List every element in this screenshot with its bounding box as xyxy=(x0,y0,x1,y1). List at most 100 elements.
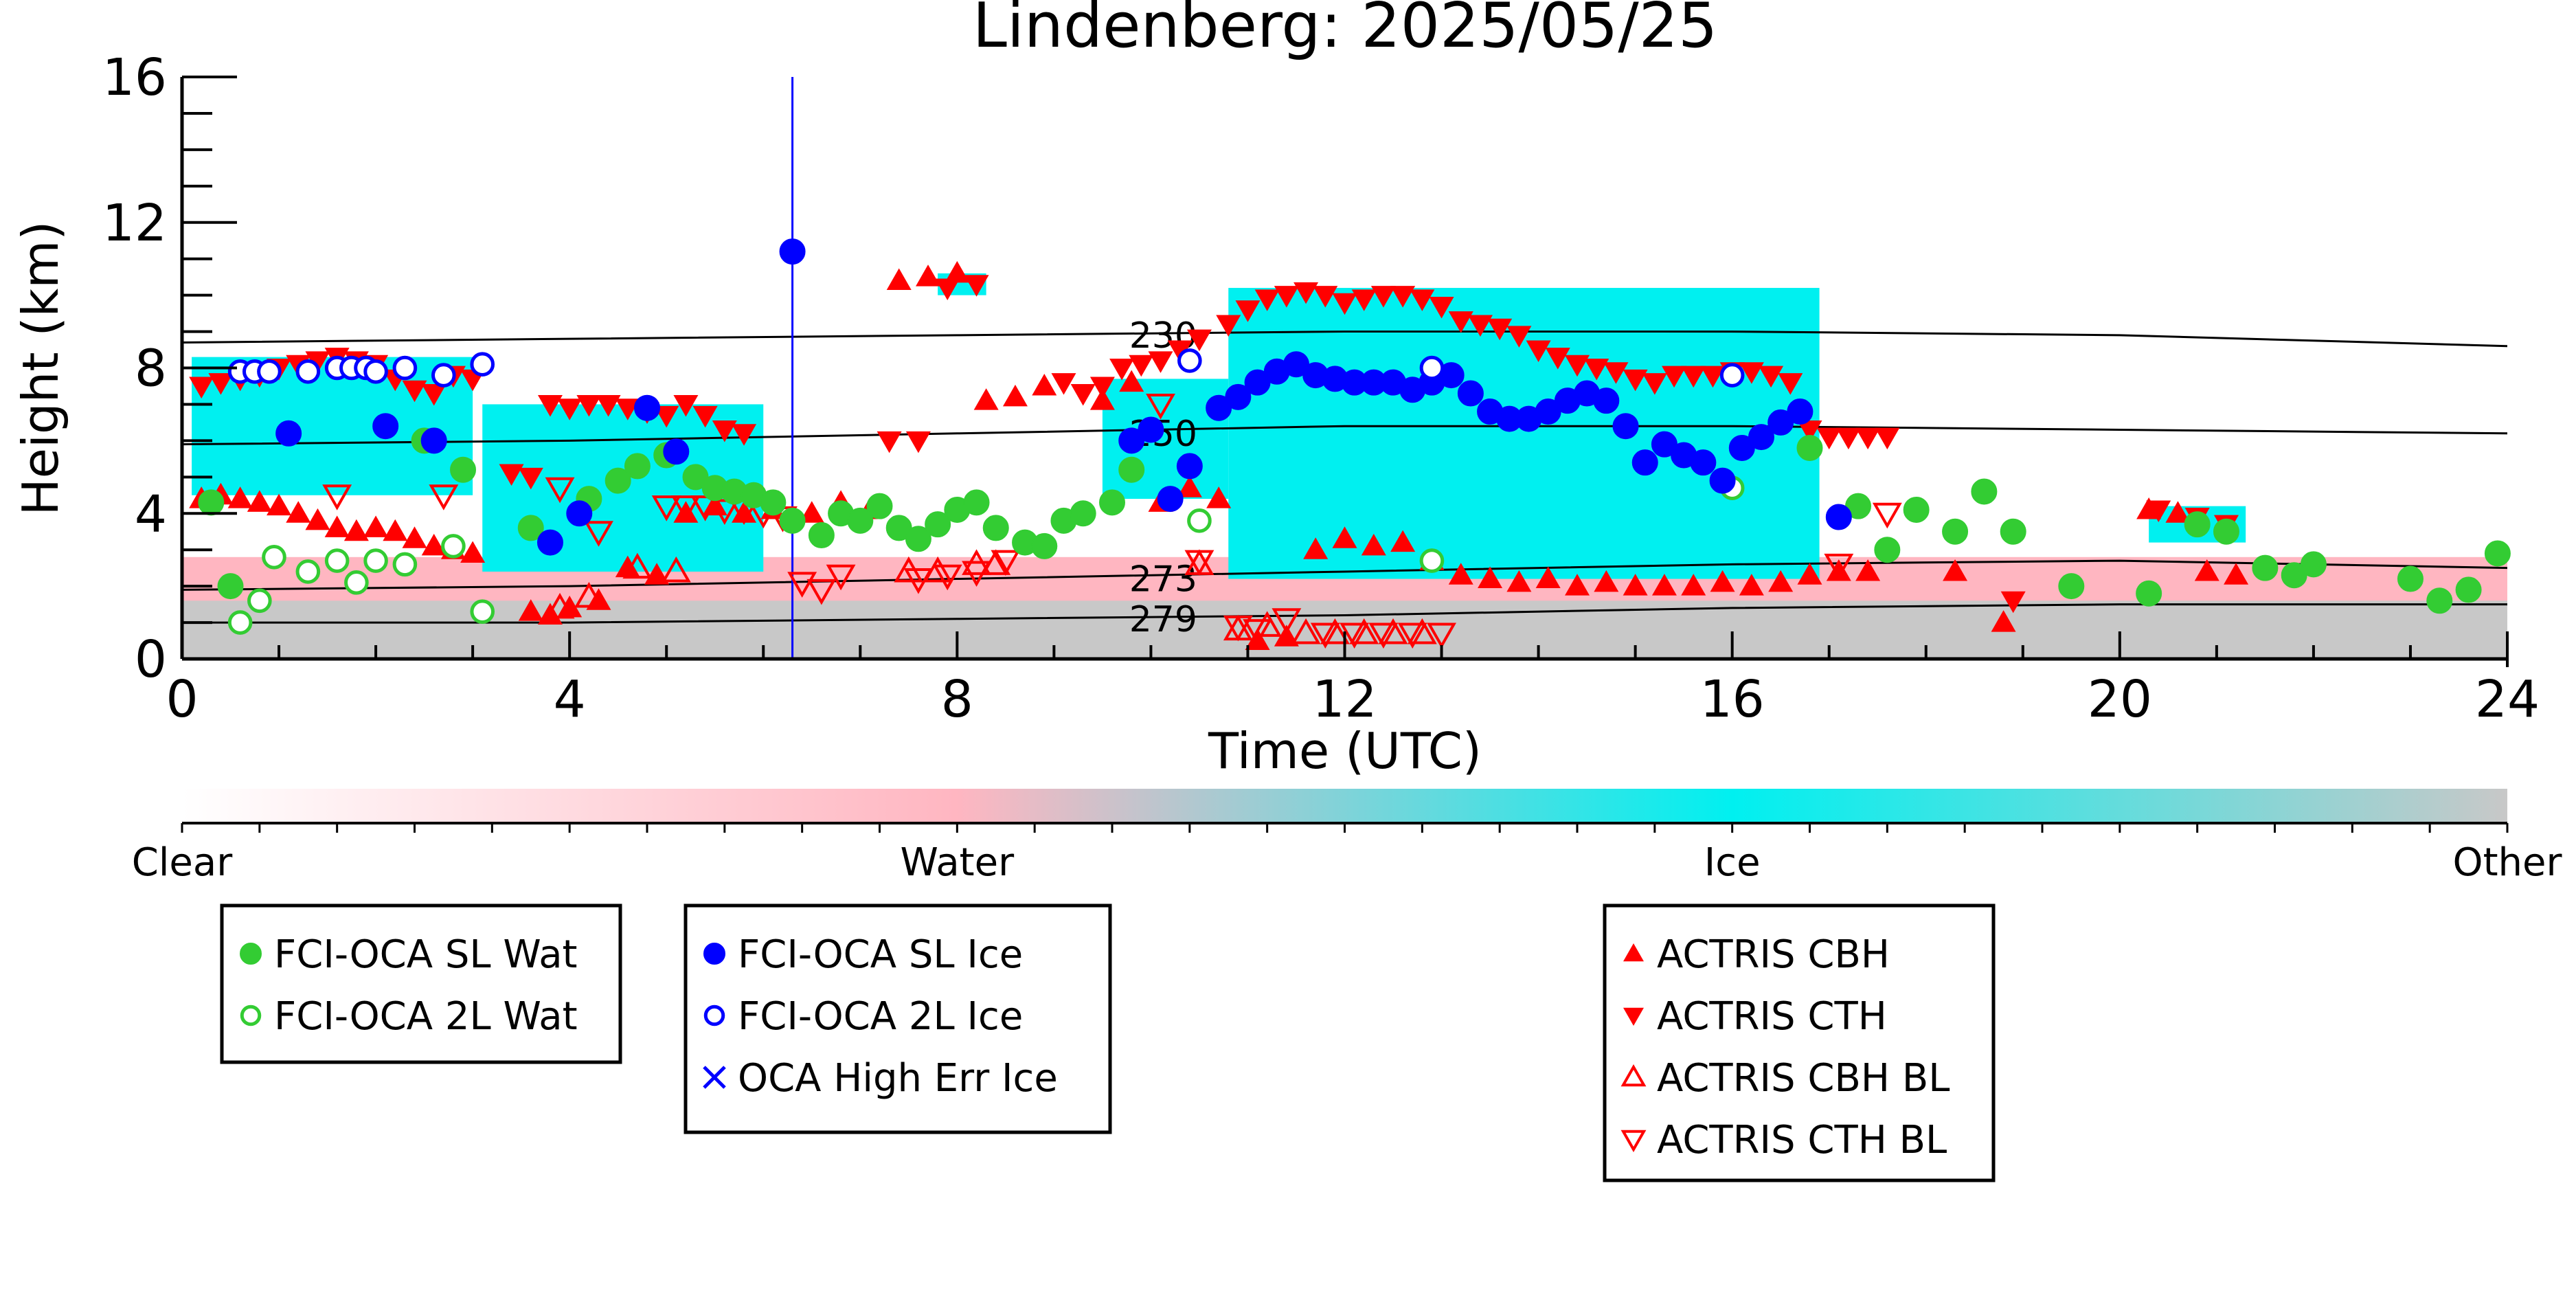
point-fci-oca-sl-ice xyxy=(1709,467,1736,494)
point-actris-cbh xyxy=(305,508,330,530)
point-actris-cth-bl xyxy=(651,495,681,521)
point-fci-oca-2l-ice xyxy=(257,359,282,384)
point-actris-cth xyxy=(557,398,583,420)
point-actris-cth xyxy=(615,398,640,420)
point-actris-cbh xyxy=(1448,563,1473,585)
point-fci-oca-sl-ice xyxy=(779,238,806,265)
point-fci-oca-2l-ice xyxy=(392,355,418,381)
y-tick-label: 12 xyxy=(102,194,167,253)
point-actris-cth xyxy=(877,431,902,453)
point-fci-oca-sl-wat xyxy=(866,493,893,519)
point-fci-oca-sl-wat xyxy=(1031,532,1058,559)
point-actris-cbh xyxy=(1478,566,1503,589)
point-fci-oca-sl-wat xyxy=(1874,537,1901,563)
point-actris-cbh xyxy=(1390,530,1416,552)
legend-label: ACTRIS CTH BL xyxy=(1657,1118,1947,1163)
y-tick-label: 16 xyxy=(102,48,167,107)
point-actris-cth xyxy=(189,377,214,398)
point-actris-cth xyxy=(2000,591,2026,614)
point-actris-cth xyxy=(1167,340,1193,363)
point-actris-cbh xyxy=(1565,574,1590,596)
point-actris-cth xyxy=(1623,369,1648,392)
point-actris-cth-bl xyxy=(1368,622,1399,649)
point-fci-oca-sl-wat xyxy=(2484,540,2511,567)
point-fci-oca-sl-wat xyxy=(2213,518,2239,545)
point-fci-oca-2l-wat xyxy=(324,548,350,573)
point-fci-oca-sl-ice xyxy=(634,394,660,421)
point-actris-cth xyxy=(1467,315,1493,337)
point-actris-cbh-bl xyxy=(622,552,653,579)
point-actris-cth-bl xyxy=(690,495,721,521)
point-fci-oca-sl-wat xyxy=(198,489,225,516)
point-actris-cbh xyxy=(644,563,670,585)
point-fci-oca-sl-ice xyxy=(1593,388,1620,414)
point-fci-oca-2l-ice xyxy=(1177,348,1202,373)
point-actris-cbh xyxy=(1245,628,1270,651)
legend-label: FCI-OCA SL Wat xyxy=(274,932,578,977)
legend-label: FCI-OCA SL Ice xyxy=(738,932,1023,977)
point-fci-oca-sl-wat xyxy=(1942,518,1969,545)
point-actris-cth xyxy=(1274,286,1299,308)
point-actris-cth xyxy=(1370,286,1396,308)
point-actris-cbh xyxy=(673,501,699,523)
point-fci-oca-sl-ice xyxy=(1748,424,1774,451)
point-actris-cth-bl xyxy=(545,477,575,504)
point-fci-oca-sl-wat xyxy=(2058,573,2085,600)
x-axis-label: Time (UTC) xyxy=(1208,722,1482,780)
point-actris-cth xyxy=(1526,340,1551,363)
point-actris-cth-bl xyxy=(903,568,934,594)
point-actris-cbh xyxy=(1119,370,1144,392)
point-actris-cbh xyxy=(286,501,311,523)
legend-marker xyxy=(1623,943,1644,962)
legend-label: OCA High Err Ice xyxy=(738,1056,1058,1101)
isotherm-230 xyxy=(182,330,2507,348)
point-actris-cbh xyxy=(1651,574,1677,596)
isotherm-279 xyxy=(182,603,2507,624)
point-actris-cbh xyxy=(2194,559,2219,581)
point-actris-cbh xyxy=(363,515,389,537)
legend-marker xyxy=(1623,1007,1644,1026)
point-fci-oca-2l-ice xyxy=(431,363,456,388)
point-actris-cbh xyxy=(1623,574,1648,596)
point-actris-cth xyxy=(518,467,543,490)
point-actris-cth-bl xyxy=(1184,550,1214,576)
point-actris-cth xyxy=(692,405,718,428)
point-actris-cth xyxy=(712,420,737,442)
colorbar: Clear Water Ice Other xyxy=(132,789,2562,885)
x-tick-label: 4 xyxy=(554,670,586,729)
point-actris-cth xyxy=(1186,329,1212,352)
point-fci-oca-sl-wat xyxy=(2397,565,2424,592)
point-actris-cth xyxy=(935,278,960,301)
point-actris-cth xyxy=(537,394,563,417)
point-actris-cbh xyxy=(1089,388,1115,410)
point-actris-cbh xyxy=(615,555,640,578)
point-actris-cth xyxy=(1148,351,1173,373)
point-fci-oca-2l-ice xyxy=(295,359,321,384)
point-fci-oca-sl-wat xyxy=(1796,434,1823,461)
isotherm-273 xyxy=(182,559,2507,591)
y-tick-label: 4 xyxy=(135,484,167,543)
point-actris-cth xyxy=(673,394,699,417)
point-actris-cth xyxy=(2146,500,2171,522)
point-actris-cth xyxy=(1700,366,1726,388)
point-actris-cbh-bl xyxy=(1291,618,1321,644)
point-actris-cth-bl xyxy=(806,579,837,605)
point-actris-cth xyxy=(1109,359,1135,381)
point-actris-cth-bl xyxy=(670,495,701,521)
point-actris-cbh xyxy=(557,595,583,618)
axes: 0 4 8 12 16 0 4 8 12 16 20 24 xyxy=(102,48,2540,729)
point-actris-cbh xyxy=(247,490,272,512)
point-fci-oca-sl-wat xyxy=(963,489,990,516)
point-actris-cth-bl xyxy=(1824,553,1854,580)
legend-marker xyxy=(240,1004,262,1026)
point-fci-oca-sl-wat xyxy=(2136,580,2162,607)
chart-title: Lindenberg: 2025/05/25 xyxy=(973,0,1717,62)
point-actris-cth xyxy=(1129,355,1154,377)
point-actris-cth xyxy=(1254,289,1280,311)
point-fci-oca-sl-wat xyxy=(1118,456,1145,483)
point-fci-oca-2l-wat xyxy=(247,588,272,614)
point-actris-cth-bl xyxy=(1272,608,1302,634)
point-actris-cbh-bl xyxy=(574,581,604,608)
point-actris-cbh xyxy=(1361,533,1386,556)
